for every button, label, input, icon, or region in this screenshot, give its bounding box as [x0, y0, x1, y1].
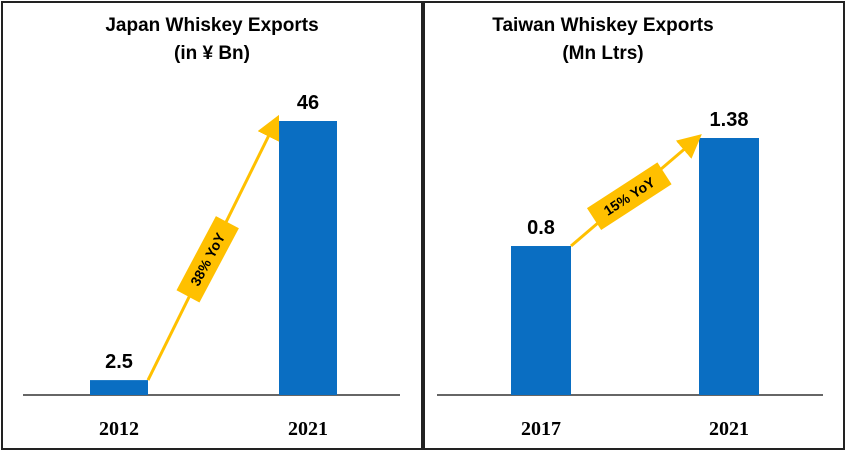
value-label: 1.38 — [710, 109, 749, 131]
value-label: 2.5 — [105, 351, 133, 373]
x-tick-label: 2012 — [99, 418, 139, 440]
bar-2012 — [90, 380, 148, 395]
growth-badge: 15% YoY — [586, 162, 672, 230]
japan-exports-panel: Japan Whiskey Exports (in ¥ Bn) 2.5 2012 4… — [1, 1, 423, 450]
panel-border — [423, 1, 845, 450]
panel-border — [1, 1, 423, 450]
growth-badge-background — [176, 216, 239, 303]
chart-subtitle: (Mn Ltrs) — [562, 43, 643, 64]
value-label: 46 — [297, 92, 319, 114]
x-tick-label: 2021 — [288, 418, 328, 440]
bar-2021 — [699, 138, 759, 395]
chart-title: Japan Whiskey Exports — [105, 15, 318, 36]
growth-badge: 38% YoY — [176, 216, 239, 303]
bar-2017 — [511, 246, 571, 395]
marks-layer: 2.5 2012 46 2021 38% YoY — [90, 92, 337, 440]
chart-subtitle: (in ¥ Bn) — [174, 43, 250, 64]
x-tick-label: 2021 — [709, 418, 749, 440]
bar-2021 — [279, 121, 337, 395]
marks-layer: 0.8 2017 1.38 2021 15% YoY — [511, 109, 759, 440]
x-tick-label: 2017 — [521, 418, 561, 440]
value-label: 0.8 — [527, 217, 555, 239]
taiwan-exports-panel: Taiwan Whiskey Exports (Mn Ltrs) 0.8 2017… — [423, 1, 845, 450]
chart-title: Taiwan Whiskey Exports — [492, 15, 713, 36]
growth-badge-background — [586, 162, 672, 230]
